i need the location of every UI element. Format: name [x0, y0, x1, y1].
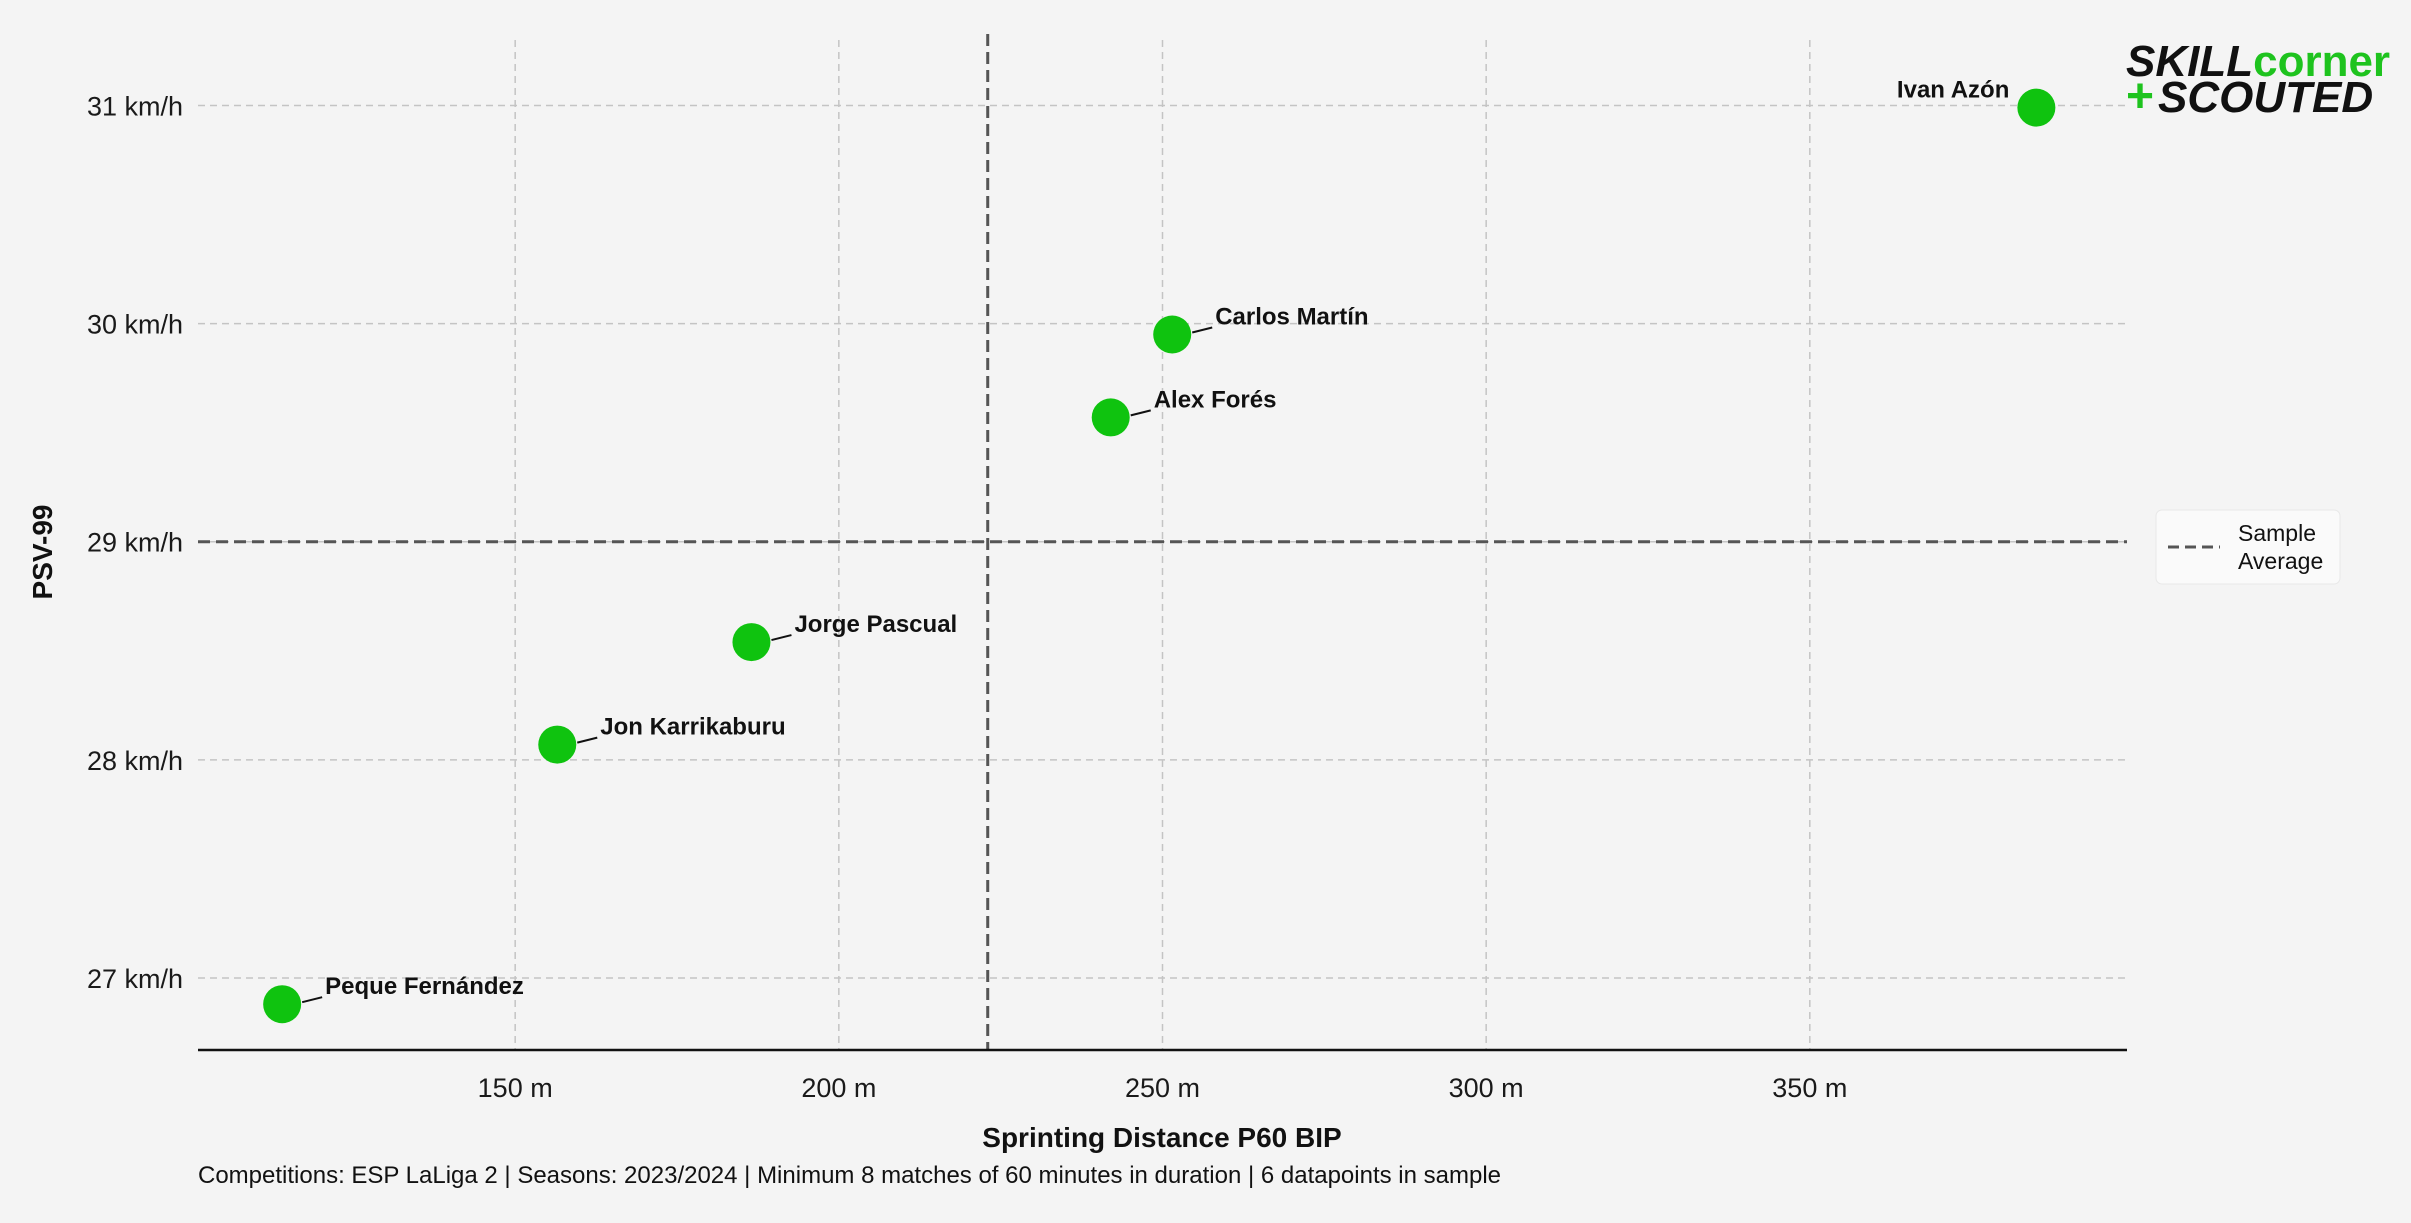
footnote: Competitions: ESP LaLiga 2 | Seasons: 20…	[198, 1162, 1501, 1189]
y-tick-label: 31 km/h	[87, 91, 183, 121]
data-point	[732, 623, 771, 662]
y-axis-label: PSV-99	[27, 505, 58, 600]
label-connector	[301, 996, 323, 1004]
legend-box	[2155, 509, 2341, 585]
y-tick-label: 27 km/h	[87, 964, 183, 994]
data-point	[1153, 315, 1192, 354]
label-connector	[1191, 326, 1213, 334]
logo-line1: SKILLcorner	[2126, 37, 2390, 86]
label-connector	[1130, 409, 1151, 417]
y-tick-label: 30 km/h	[87, 310, 183, 340]
average-lines	[198, 34, 2127, 1050]
label-connector	[577, 736, 598, 744]
data-point	[263, 985, 302, 1024]
legend: Sample Average	[2155, 509, 2341, 585]
logo-scouted: SCOUTED	[2158, 73, 2373, 122]
data-point-group: Jon Karrikaburu	[538, 714, 786, 764]
grid-layer	[198, 40, 2127, 1050]
legend-label-line1: Sample	[2238, 520, 2316, 546]
point-label: Alex Forés	[1154, 386, 1277, 413]
data-point-group: Jorge Pascual	[732, 611, 957, 662]
y-tick-label: 28 km/h	[87, 746, 183, 776]
legend-label-line2: Average	[2238, 548, 2323, 574]
x-tick-label: 300 m	[1449, 1073, 1524, 1103]
data-point-group: Peque Fernández	[263, 973, 524, 1024]
x-tick-label: 200 m	[801, 1073, 876, 1103]
logo-line2: +SCOUTED	[2126, 70, 2373, 123]
x-tick-label: 150 m	[478, 1073, 553, 1103]
data-point-group: Carlos Martín	[1153, 303, 1369, 354]
tick-labels: 150 m 200 m 250 m 300 m 350 m 27 km/h 28 km/h 2…	[87, 91, 1847, 1103]
data-point	[2017, 88, 2056, 127]
data-point-group: Ivan Azón	[1897, 77, 2056, 127]
data-point	[538, 725, 577, 764]
data-point-group: Alex Forés	[1091, 386, 1277, 437]
point-label: Ivan Azón	[1897, 77, 2009, 104]
y-tick-label: 29 km/h	[87, 528, 183, 558]
point-label: Peque Fernández	[325, 973, 524, 1000]
skillcorner-scouted-logo: SKILLcorner +SCOUTED	[2126, 37, 2390, 123]
x-tick-label: 350 m	[1772, 1073, 1847, 1103]
data-point	[1091, 398, 1130, 437]
data-points: Ivan Azón Carlos Martín Alex Forés Jorge Pa…	[263, 77, 2056, 1024]
logo-plus: +	[2126, 70, 2154, 123]
point-label: Jon Karrikaburu	[600, 714, 785, 741]
point-label: Carlos Martín	[1215, 303, 1368, 330]
x-tick-label: 250 m	[1125, 1073, 1200, 1103]
logo-skill: SKILL	[2126, 37, 2253, 86]
logo-corner: corner	[2253, 37, 2390, 86]
x-axis-label: Sprinting Distance P60 BIP	[982, 1122, 1341, 1153]
point-label: Jorge Pascual	[794, 611, 957, 638]
label-connector	[771, 634, 792, 642]
